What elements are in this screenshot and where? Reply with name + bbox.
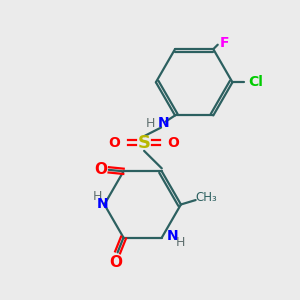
Text: N: N (157, 116, 169, 130)
Text: H: H (93, 190, 103, 203)
Text: N: N (167, 229, 179, 243)
Text: N: N (97, 197, 109, 212)
Text: O: O (94, 162, 107, 177)
Text: H: H (176, 236, 186, 249)
Text: F: F (220, 36, 229, 50)
Text: O: O (109, 136, 121, 150)
Text: H: H (146, 117, 155, 130)
Text: CH₃: CH₃ (195, 190, 217, 204)
Text: S: S (138, 134, 151, 152)
Text: O: O (110, 255, 123, 270)
Text: O: O (168, 136, 179, 150)
Text: Cl: Cl (248, 75, 263, 89)
